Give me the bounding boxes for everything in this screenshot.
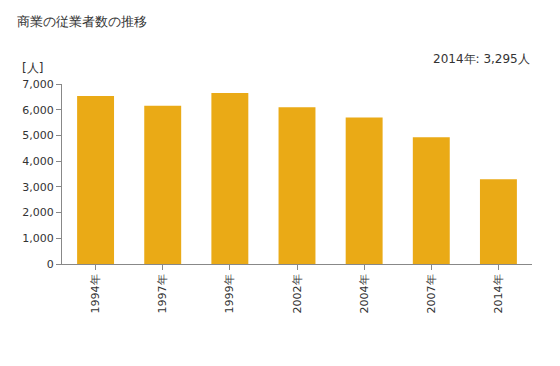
svg-text:1994年: 1994年 xyxy=(89,274,102,313)
svg-text:7,000: 7,000 xyxy=(22,78,54,91)
svg-text:5,000: 5,000 xyxy=(22,129,54,142)
svg-text:2004年: 2004年 xyxy=(358,274,371,313)
svg-text:商業の従業者数の推移: 商業の従業者数の推移 xyxy=(17,14,147,29)
svg-text:2014年: 3,295人: 2014年: 3,295人 xyxy=(433,52,530,66)
svg-text:1997年: 1997年 xyxy=(156,274,169,313)
svg-text:[人]: [人] xyxy=(22,61,43,75)
svg-text:1999年: 1999年 xyxy=(223,274,236,313)
svg-text:2,000: 2,000 xyxy=(22,206,54,219)
svg-text:3,000: 3,000 xyxy=(22,181,54,194)
svg-text:0: 0 xyxy=(47,258,54,271)
svg-text:2014年: 2014年 xyxy=(492,274,505,313)
svg-text:2007年: 2007年 xyxy=(425,274,438,313)
svg-text:6,000: 6,000 xyxy=(22,104,54,117)
svg-text:4,000: 4,000 xyxy=(22,155,54,168)
svg-text:1,000: 1,000 xyxy=(22,232,54,245)
svg-text:2002年: 2002年 xyxy=(291,274,304,313)
